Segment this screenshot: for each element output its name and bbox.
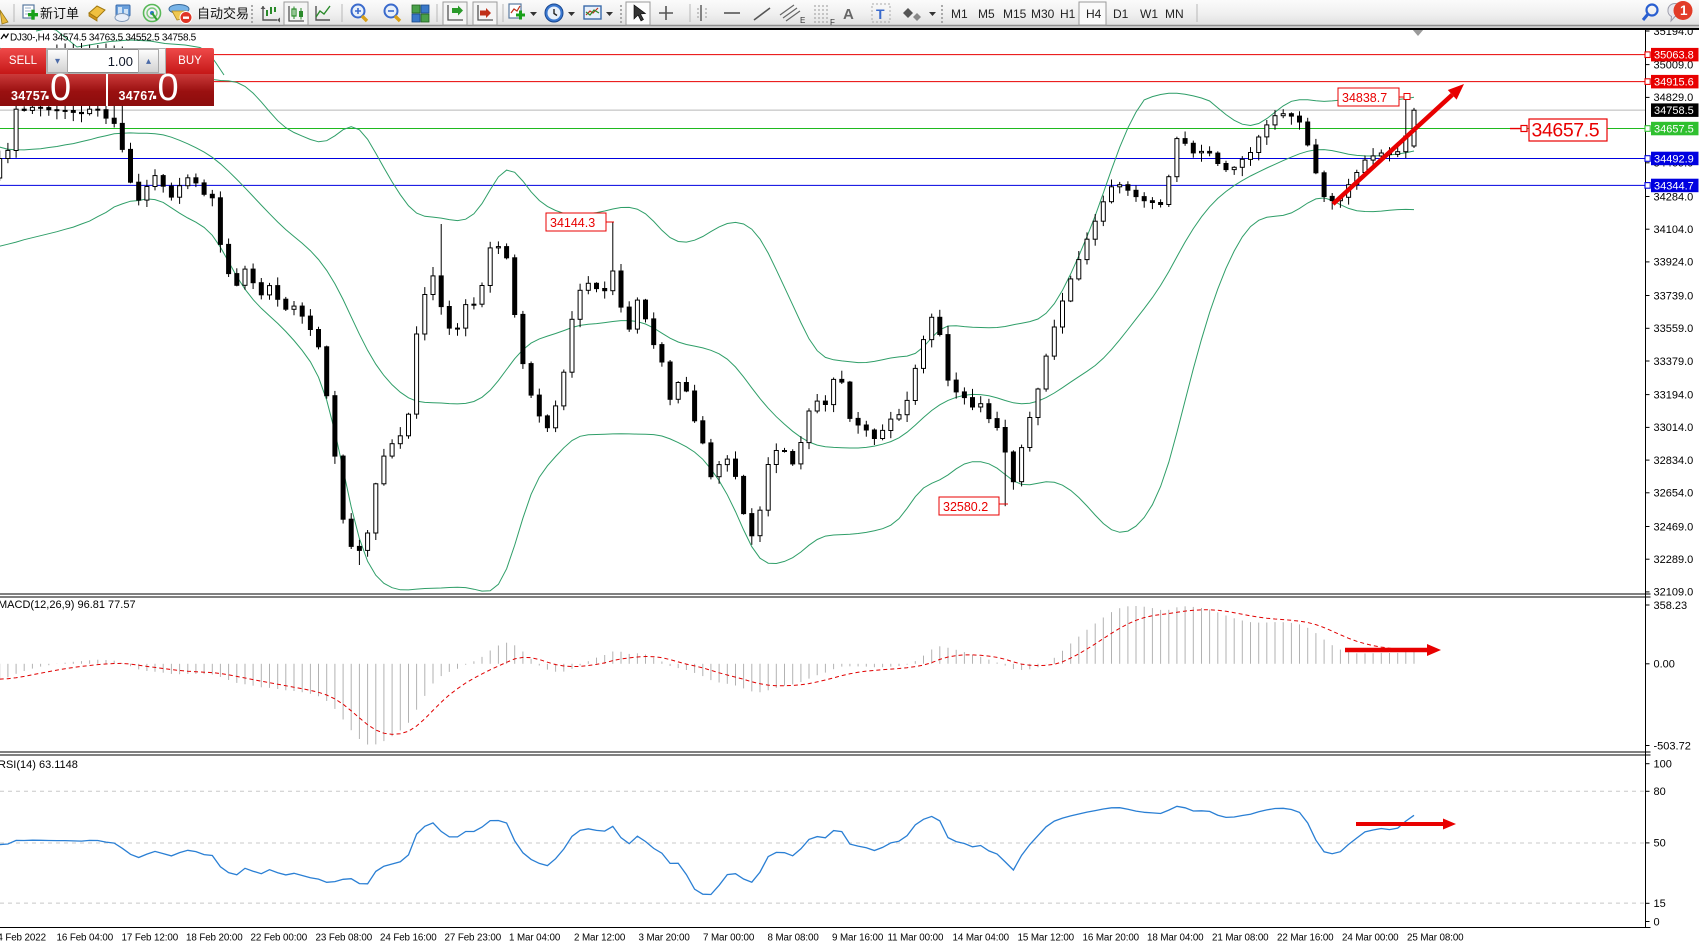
- svg-text:32289.0: 32289.0: [1654, 554, 1694, 566]
- svg-text:34344.7: 34344.7: [1654, 180, 1694, 192]
- svg-text:35063.8: 35063.8: [1654, 50, 1694, 62]
- svg-text:E: E: [800, 16, 805, 25]
- svg-text:F: F: [830, 18, 835, 27]
- svg-text:M30: M30: [1031, 7, 1055, 21]
- svg-text:W1: W1: [1140, 7, 1158, 21]
- svg-text:34284.0: 34284.0: [1654, 191, 1694, 203]
- svg-text:358.23: 358.23: [1654, 600, 1688, 612]
- svg-text:33739.0: 33739.0: [1654, 290, 1694, 302]
- svg-text:32469.0: 32469.0: [1654, 521, 1694, 533]
- svg-text:24 Mar 00:00: 24 Mar 00:00: [1342, 933, 1399, 944]
- svg-text:34492.9: 34492.9: [1654, 154, 1694, 166]
- svg-text:0: 0: [1654, 916, 1660, 928]
- svg-text:1 Mar 04:00: 1 Mar 04:00: [509, 933, 561, 944]
- svg-text:M15: M15: [1003, 7, 1027, 21]
- svg-text:17 Feb 12:00: 17 Feb 12:00: [122, 933, 179, 944]
- svg-text:34838.7: 34838.7: [1342, 91, 1387, 105]
- svg-text:8 Mar 08:00: 8 Mar 08:00: [768, 933, 820, 944]
- svg-text:35009.0: 35009.0: [1654, 59, 1694, 71]
- svg-text:9 Mar 16:00: 9 Mar 16:00: [832, 933, 884, 944]
- svg-text:15: 15: [1654, 898, 1666, 910]
- svg-text:A: A: [843, 6, 854, 23]
- svg-text:33559.0: 33559.0: [1654, 323, 1694, 335]
- svg-text:7 Mar 00:00: 7 Mar 00:00: [703, 933, 755, 944]
- svg-text:MN: MN: [1165, 7, 1184, 21]
- svg-text:H4: H4: [1086, 7, 1102, 21]
- svg-text:MACD(12,26,9) 96.81 77.57: MACD(12,26,9) 96.81 77.57: [0, 599, 136, 611]
- svg-text:23 Feb 08:00: 23 Feb 08:00: [316, 933, 373, 944]
- svg-text:1: 1: [1680, 3, 1688, 18]
- svg-text:32654.0: 32654.0: [1654, 488, 1694, 500]
- svg-text:-503.72: -503.72: [1654, 740, 1691, 752]
- svg-text:22 Mar 16:00: 22 Mar 16:00: [1277, 933, 1334, 944]
- svg-text:34657.5: 34657.5: [1654, 124, 1694, 136]
- svg-text:34829.0: 34829.0: [1654, 92, 1694, 104]
- svg-text:33014.0: 33014.0: [1654, 422, 1694, 434]
- svg-text:3 Mar 20:00: 3 Mar 20:00: [639, 933, 691, 944]
- svg-text:33924.0: 33924.0: [1654, 257, 1694, 269]
- svg-text:22 Feb 00:00: 22 Feb 00:00: [251, 933, 308, 944]
- svg-text:M5: M5: [978, 7, 995, 21]
- svg-text:34758.5: 34758.5: [1654, 105, 1694, 117]
- svg-text:32109.0: 32109.0: [1654, 587, 1694, 599]
- svg-text:M1: M1: [951, 7, 968, 21]
- svg-text:24 Feb 16:00: 24 Feb 16:00: [380, 933, 437, 944]
- svg-text:RSI(14) 63.1148: RSI(14) 63.1148: [0, 759, 78, 771]
- svg-text:自动交易: 自动交易: [197, 6, 249, 21]
- svg-text:11 Mar 00:00: 11 Mar 00:00: [888, 933, 944, 944]
- svg-text:33194.0: 33194.0: [1654, 389, 1694, 401]
- svg-text:33379.0: 33379.0: [1654, 356, 1694, 368]
- svg-text:34104.0: 34104.0: [1654, 224, 1694, 236]
- svg-text:32580.2: 32580.2: [943, 500, 988, 514]
- svg-text:16 Feb 04:00: 16 Feb 04:00: [57, 933, 114, 944]
- svg-text:34144.3: 34144.3: [550, 216, 595, 230]
- svg-text:0.00: 0.00: [1654, 659, 1675, 671]
- svg-text:27 Feb 23:00: 27 Feb 23:00: [445, 933, 502, 944]
- svg-text:25 Mar 08:00: 25 Mar 08:00: [1407, 933, 1464, 944]
- svg-text:21 Mar 08:00: 21 Mar 08:00: [1212, 933, 1269, 944]
- svg-text:T: T: [876, 6, 885, 22]
- svg-text:新订单: 新订单: [40, 6, 79, 21]
- svg-text:14 Mar 04:00: 14 Mar 04:00: [953, 933, 1010, 944]
- svg-text:100: 100: [1654, 759, 1672, 771]
- svg-text:35194.0: 35194.0: [1654, 28, 1694, 38]
- svg-text:50: 50: [1654, 838, 1666, 850]
- svg-text:14 Feb 2022: 14 Feb 2022: [0, 933, 46, 944]
- svg-text:2 Mar 12:00: 2 Mar 12:00: [574, 933, 626, 944]
- svg-text:H1: H1: [1060, 7, 1076, 21]
- svg-text:34915.6: 34915.6: [1654, 77, 1694, 89]
- svg-text:32834.0: 32834.0: [1654, 455, 1694, 467]
- svg-text:D1: D1: [1113, 7, 1129, 21]
- svg-text:80: 80: [1654, 786, 1666, 798]
- svg-text:18 Feb 20:00: 18 Feb 20:00: [186, 933, 243, 944]
- svg-text:34657.5: 34657.5: [1532, 120, 1600, 142]
- svg-text:18 Mar 04:00: 18 Mar 04:00: [1147, 933, 1204, 944]
- svg-text:DJ30-,H4 34574.5 34763.5 3455: DJ30-,H4 34574.5 34763.5 34552.5 34758.5: [10, 33, 197, 44]
- svg-text:16 Mar 20:00: 16 Mar 20:00: [1083, 933, 1140, 944]
- svg-text:15 Mar 12:00: 15 Mar 12:00: [1018, 933, 1075, 944]
